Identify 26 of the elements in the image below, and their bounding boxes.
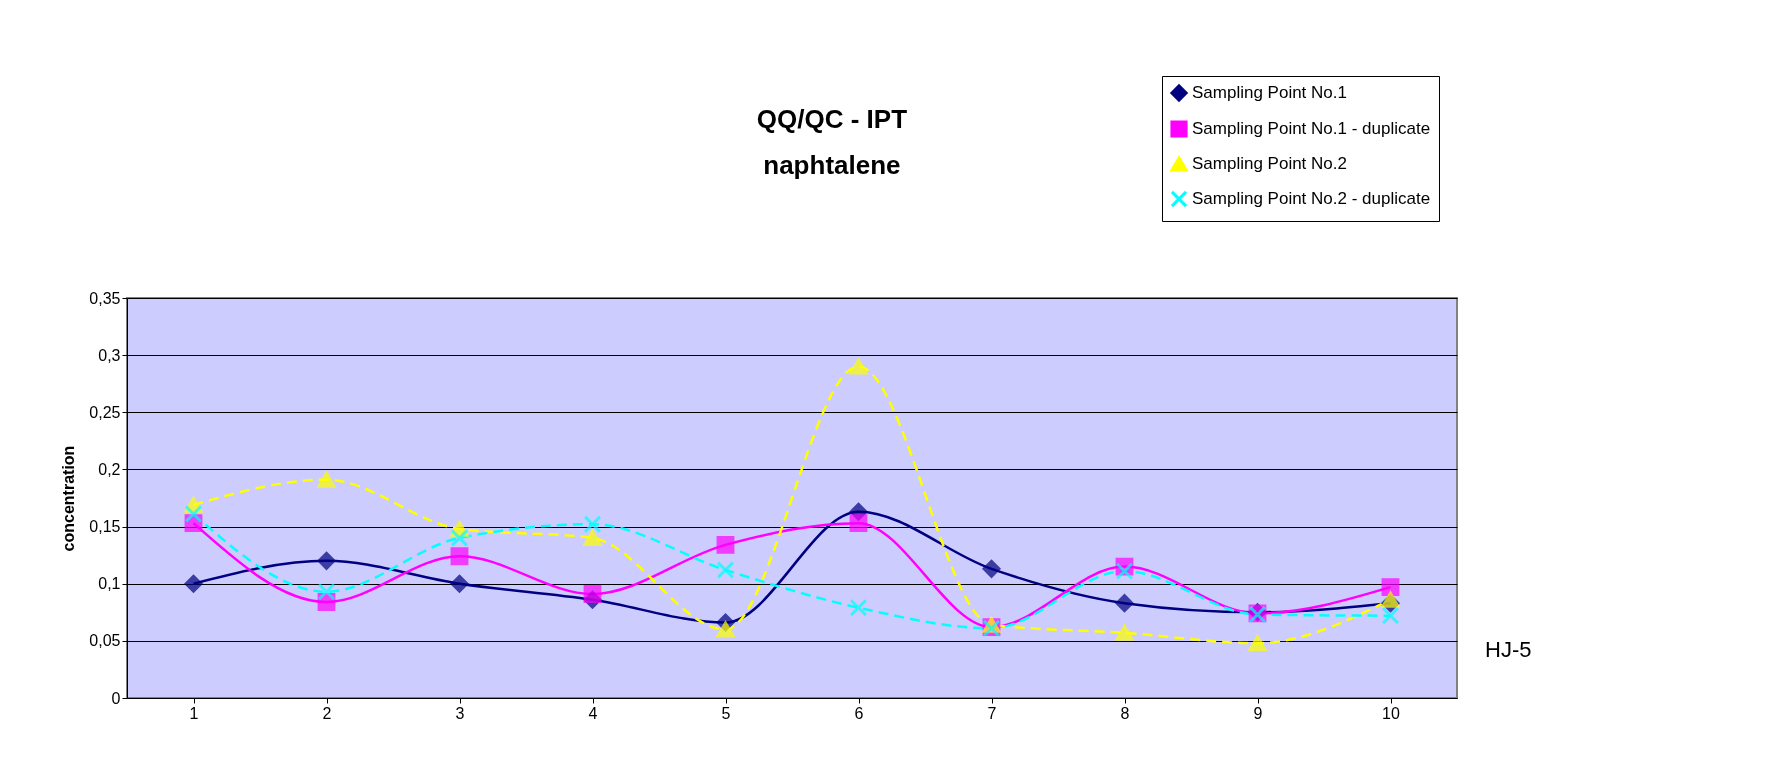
y-tick-label: 0,25 <box>89 403 121 421</box>
legend-label: Sampling Point No.1 - duplicate <box>1192 119 1431 138</box>
text: HJ-5 <box>1485 637 1532 662</box>
y-tick-label: 0 <box>111 689 121 707</box>
x-tick-label: 6 <box>854 704 864 722</box>
legend-label: Sampling Point No.1 <box>1192 83 1347 102</box>
x-tick-label: 2 <box>322 704 332 722</box>
x-tick-label: 1 <box>189 704 199 722</box>
x-tick-label: 10 <box>1382 704 1400 722</box>
y-tick-label: 0,35 <box>89 289 121 307</box>
chart-subtitle: naphtalene <box>763 150 901 180</box>
y-tick-label: 0,1 <box>98 575 121 593</box>
x-tick-label: 3 <box>455 704 465 722</box>
x-tick-label: 9 <box>1253 704 1263 722</box>
y-tick-label: 0,05 <box>89 632 121 650</box>
x-tick-label: 7 <box>987 704 997 722</box>
legend-label: Sampling Point No.2 <box>1192 154 1347 173</box>
x-tick-label: 8 <box>1120 704 1130 722</box>
x-tick-label: 5 <box>721 704 731 722</box>
legend-label: Sampling Point No.2 - duplicate <box>1192 189 1431 208</box>
x-tick-label: 4 <box>588 704 598 722</box>
chart-title: QQ/QC - IPT <box>756 104 908 134</box>
y-tick-label: 0,15 <box>89 518 121 536</box>
y-tick-label: 0,2 <box>98 460 121 478</box>
y-axis-title: concentration <box>60 445 78 552</box>
y-tick-label: 0,3 <box>98 346 121 364</box>
